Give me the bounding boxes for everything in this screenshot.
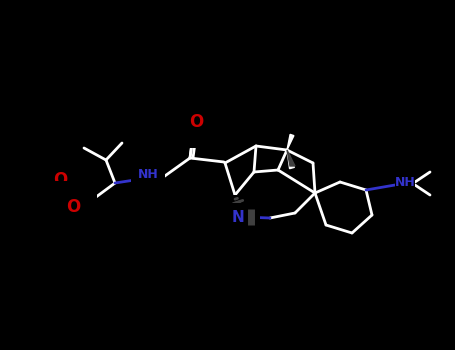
Text: N: N bbox=[232, 210, 244, 225]
Polygon shape bbox=[287, 134, 294, 150]
Text: O: O bbox=[53, 171, 67, 189]
Polygon shape bbox=[287, 150, 295, 166]
Text: NH: NH bbox=[137, 168, 158, 181]
Text: N: N bbox=[232, 210, 244, 225]
Text: NH: NH bbox=[137, 168, 158, 182]
Text: O: O bbox=[189, 113, 203, 131]
Text: NH: NH bbox=[394, 175, 415, 189]
Text: O: O bbox=[66, 198, 80, 216]
Polygon shape bbox=[287, 150, 294, 169]
